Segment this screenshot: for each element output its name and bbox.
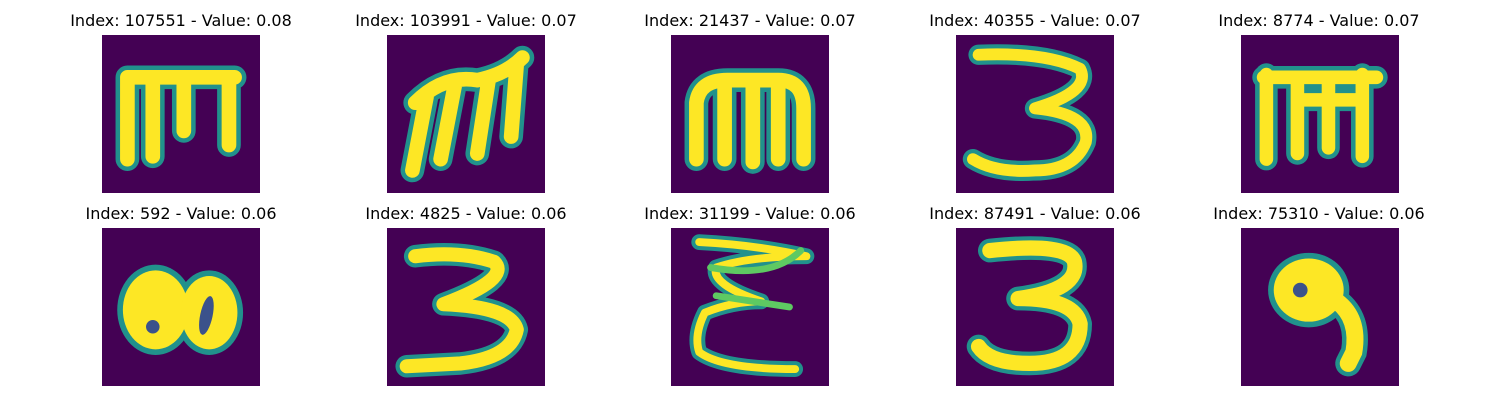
digit-image-103991 — [387, 35, 545, 193]
epsilon-glyph-image — [671, 228, 829, 386]
three-glyph-image — [956, 35, 1114, 193]
digit-image-8774 — [1241, 35, 1399, 193]
three-glyph-image — [387, 228, 545, 386]
nine-glyph-image — [1241, 228, 1399, 386]
digit-image-75310 — [1241, 228, 1399, 386]
panel-title: Index: 103991 - Value: 0.07 — [355, 11, 577, 30]
m-glyph-image — [671, 35, 829, 193]
panel-title: Index: 21437 - Value: 0.07 — [644, 11, 856, 30]
panel-title: Index: 4825 - Value: 0.06 — [365, 204, 567, 223]
digit-image-592 — [102, 228, 260, 386]
m-glyph-image — [387, 35, 545, 193]
panel-title: Index: 8774 - Value: 0.07 — [1218, 11, 1420, 30]
digit-image-4825 — [387, 228, 545, 386]
panel-title: Index: 592 - Value: 0.06 — [85, 204, 277, 223]
panel-title: Index: 31199 - Value: 0.06 — [644, 204, 856, 223]
digit-image-40355 — [956, 35, 1114, 193]
panel-title: Index: 40355 - Value: 0.07 — [929, 11, 1141, 30]
digit-image-107551 — [102, 35, 260, 193]
digit-image-31199 — [671, 228, 829, 386]
m-glyph-image — [102, 35, 260, 193]
blob-glyph-image — [102, 228, 260, 386]
three-glyph-image — [956, 228, 1114, 386]
panel-title: Index: 107551 - Value: 0.08 — [70, 11, 292, 30]
digit-image-87491 — [956, 228, 1114, 386]
digit-image-21437 — [671, 35, 829, 193]
panel-title: Index: 75310 - Value: 0.06 — [1213, 204, 1425, 223]
panel-title: Index: 87491 - Value: 0.06 — [929, 204, 1141, 223]
m-glyph-image — [1241, 35, 1399, 193]
